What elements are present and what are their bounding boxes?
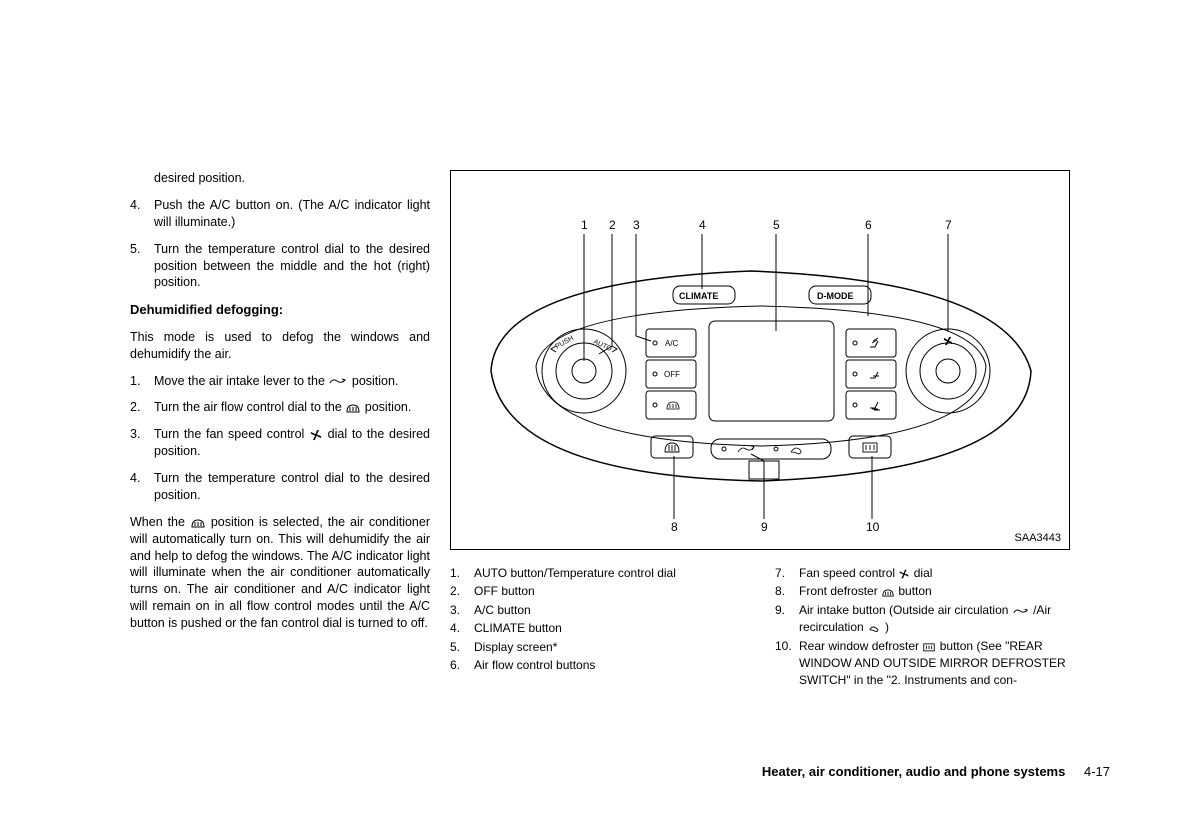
figure-column: 1 2 3 4 5 6 7 8 9 10 <box>450 170 1070 691</box>
fresh-air-icon <box>328 376 348 386</box>
legend-item: 5.Display screen* <box>450 639 745 656</box>
footer-page-number: 4-17 <box>1084 764 1110 779</box>
defrost-icon <box>190 517 206 529</box>
defrost-icon <box>345 402 361 414</box>
page-footer: Heater, air conditioner, audio and phone… <box>762 764 1110 779</box>
legend-item: 8.Front defroster button <box>775 583 1070 600</box>
legend-item: 10.Rear window defroster button (See "RE… <box>775 638 1070 690</box>
legend-item: 7.Fan speed control dial <box>775 565 1070 582</box>
svg-text:PUSH: PUSH <box>555 335 575 351</box>
svg-text:2: 2 <box>609 218 616 232</box>
svg-text:A/C: A/C <box>665 339 679 348</box>
svg-text:CLIMATE: CLIMATE <box>679 291 718 301</box>
body-text-column: desired position. 4. Push the A/C button… <box>130 170 430 691</box>
recirc-icon <box>867 623 885 633</box>
defog-step-4: 4. Turn the temperature control dial to … <box>130 470 430 504</box>
footer-section-title: Heater, air conditioner, audio and phone… <box>762 764 1065 779</box>
svg-text:OFF: OFF <box>664 370 680 379</box>
legend-item: 9.Air intake button (Outside air circula… <box>775 602 1070 637</box>
rear-defrost-icon <box>922 641 936 652</box>
svg-text:D-MODE: D-MODE <box>817 291 854 301</box>
step-4: 4. Push the A/C button on. (The A/C indi… <box>130 197 430 231</box>
fan-icon <box>898 568 910 580</box>
defog-step-3: 3. Turn the fan speed control dial to th… <box>130 426 430 460</box>
fresh-air-icon <box>1012 606 1030 616</box>
defog-note: When the position is selected, the air c… <box>130 514 430 632</box>
svg-text:AUTO: AUTO <box>592 338 613 353</box>
defog-intro: This mode is used to defog the windows a… <box>130 329 430 363</box>
svg-text:10: 10 <box>866 520 880 534</box>
svg-text:7: 7 <box>945 218 952 232</box>
defog-step-2: 2. Turn the air flow control dial to the… <box>130 399 430 416</box>
legend-item: 2.OFF button <box>450 583 745 600</box>
legend-item: 6.Air flow control buttons <box>450 657 745 674</box>
climate-control-figure: 1 2 3 4 5 6 7 8 9 10 <box>450 170 1070 550</box>
legend-item: 1.AUTO button/Temperature control dial <box>450 565 745 582</box>
figure-legend: 1.AUTO button/Temperature control dial 2… <box>450 565 1070 691</box>
svg-text:4: 4 <box>699 218 706 232</box>
figure-code: SAA3443 <box>1015 532 1061 544</box>
fan-icon <box>309 428 323 442</box>
defog-step-1: 1. Move the air intake lever to the posi… <box>130 373 430 390</box>
svg-text:9: 9 <box>761 520 768 534</box>
svg-text:3: 3 <box>633 218 640 232</box>
svg-text:6: 6 <box>865 218 872 232</box>
svg-text:1: 1 <box>581 218 588 232</box>
legend-item: 3.A/C button <box>450 602 745 619</box>
step-5: 5. Turn the temperature control dial to … <box>130 241 430 292</box>
legend-item: 4.CLIMATE button <box>450 620 745 637</box>
section-heading: Dehumidified defogging: <box>130 301 430 319</box>
svg-text:8: 8 <box>671 520 678 534</box>
legend-right: 7.Fan speed control dial 8.Front defrost… <box>775 565 1070 691</box>
defrost-icon <box>881 587 895 598</box>
continuation-text: desired position. <box>154 170 430 187</box>
svg-text:5: 5 <box>773 218 780 232</box>
panel-diagram: 1 2 3 4 5 6 7 8 9 10 <box>451 171 1071 551</box>
legend-left: 1.AUTO button/Temperature control dial 2… <box>450 565 745 691</box>
